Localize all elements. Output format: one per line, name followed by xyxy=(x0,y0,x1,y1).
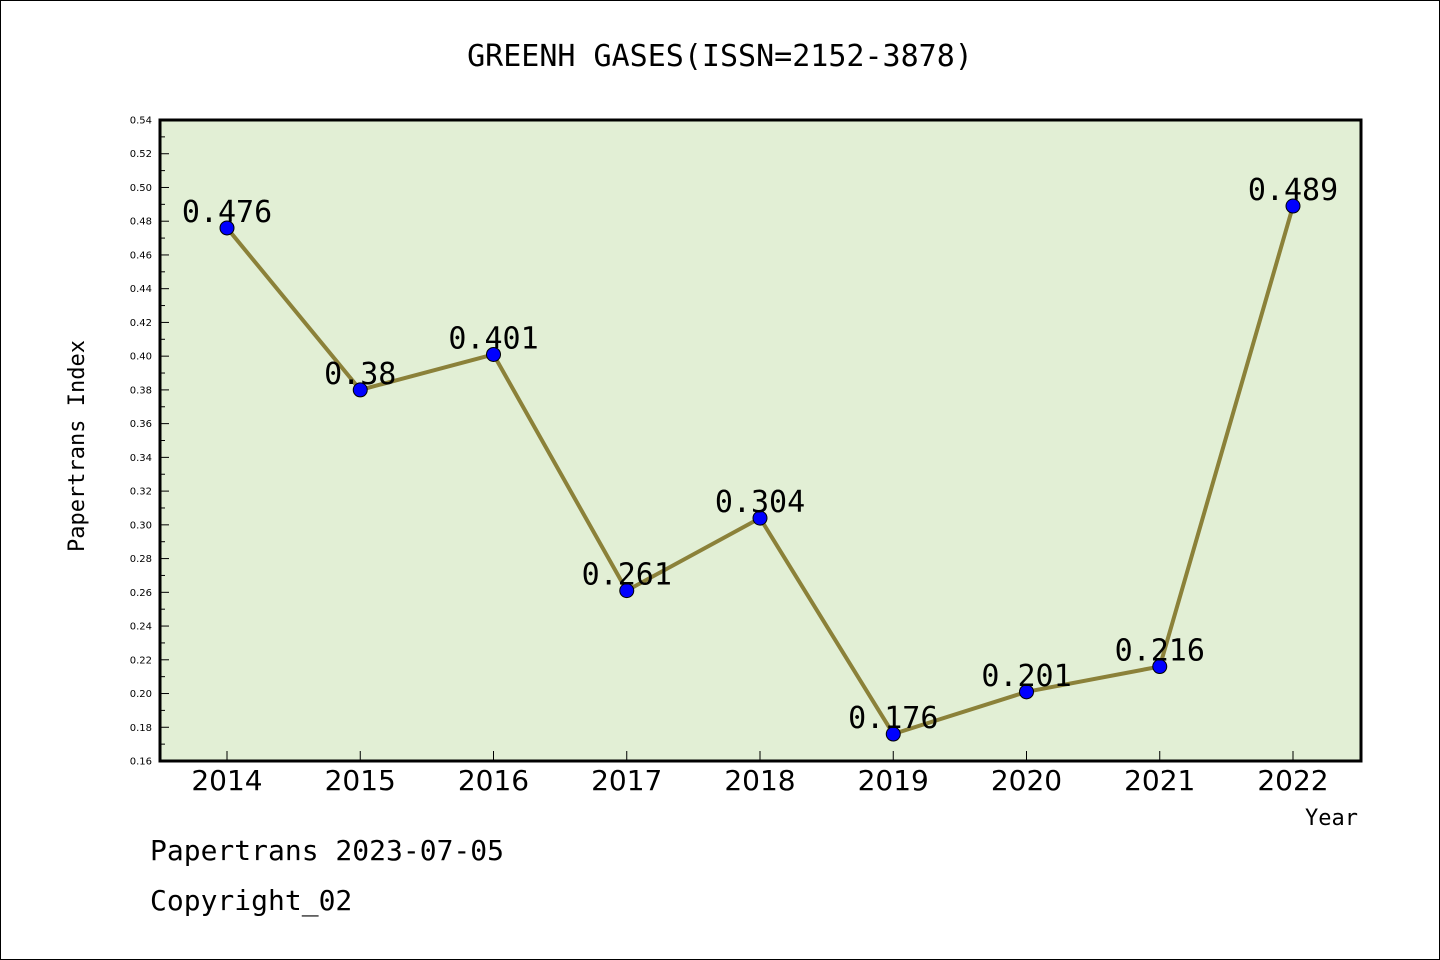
x-tick-label: 2018 xyxy=(724,764,795,797)
y-tick-label: 0.40 xyxy=(130,352,152,363)
data-point xyxy=(1285,198,1301,214)
data-label: 0.489 xyxy=(1248,173,1338,208)
data-point xyxy=(885,726,901,742)
y-axis: 0.16 0.18 0.20 0.22 0.24 0.26 0.28 0.30 0.32 0.34… xyxy=(130,116,169,768)
y-tick-label: 0.48 xyxy=(130,217,152,228)
data-label: 0.476 xyxy=(182,195,272,230)
x-tick-label: 2022 xyxy=(1257,764,1328,797)
data-point xyxy=(752,510,768,526)
y-tick-label: 0.30 xyxy=(130,520,152,531)
y-tick-label: 0.28 xyxy=(130,554,152,565)
data-labels: 0.476 0.38 0.401 0.261 0.304 0.176 0.201 0.216 0… xyxy=(182,173,1338,736)
data-point xyxy=(1152,659,1168,675)
data-label: 0.176 xyxy=(848,701,938,736)
y-tick-label: 0.34 xyxy=(130,453,152,464)
data-point xyxy=(352,382,368,398)
footer-date: Papertrans 2023-07-05 xyxy=(150,834,505,867)
plot-area xyxy=(158,118,1363,763)
data-point xyxy=(486,346,501,362)
x-tick-label: 2016 xyxy=(458,764,529,797)
data-markers xyxy=(219,198,1301,742)
data-point xyxy=(1019,684,1034,700)
footer-copyright: Copyright_02 xyxy=(150,884,353,917)
y-tick-label: 0.42 xyxy=(130,318,152,329)
y-tick-label: 0.52 xyxy=(130,149,152,160)
y-tick-label: 0.50 xyxy=(130,183,152,194)
x-axis-title: Year xyxy=(1305,806,1358,831)
data-label: 0.261 xyxy=(582,558,672,593)
y-tick-label: 0.54 xyxy=(130,116,152,127)
y-axis-title: Papertrans Index xyxy=(65,340,90,552)
y-tick-label: 0.44 xyxy=(130,284,152,295)
x-axis: 2014 2015 2016 2017 2018 2019 2020 2021 2022 xyxy=(191,751,1329,797)
data-label: 0.401 xyxy=(448,321,538,356)
x-tick-label: 2020 xyxy=(991,764,1062,797)
y-tick-label: 0.26 xyxy=(130,588,152,599)
x-tick-label: 2017 xyxy=(591,764,662,797)
data-label: 0.304 xyxy=(715,485,805,520)
x-tick-label: 2014 xyxy=(191,764,262,797)
chart-title: GREENH GASES(ISSN=2152-3878) xyxy=(467,39,973,74)
x-tick-label: 2019 xyxy=(858,764,929,797)
y-tick-label: 0.24 xyxy=(130,622,152,633)
y-tick-label: 0.22 xyxy=(130,655,152,666)
y-tick-label: 0.16 xyxy=(130,757,152,768)
x-tick-label: 2021 xyxy=(1124,764,1195,797)
x-tick-label: 2015 xyxy=(325,764,396,797)
y-tick-label: 0.32 xyxy=(130,487,152,498)
data-point xyxy=(619,583,635,599)
y-tick-label: 0.38 xyxy=(130,385,152,396)
data-label: 0.201 xyxy=(981,659,1071,694)
y-tick-label: 0.46 xyxy=(130,250,152,261)
data-label: 0.216 xyxy=(1115,634,1205,669)
data-label: 0.38 xyxy=(324,357,396,392)
data-point xyxy=(219,220,235,236)
y-tick-label: 0.18 xyxy=(130,723,152,734)
y-tick-label: 0.36 xyxy=(130,419,152,430)
y-tick-label: 0.20 xyxy=(130,689,152,700)
